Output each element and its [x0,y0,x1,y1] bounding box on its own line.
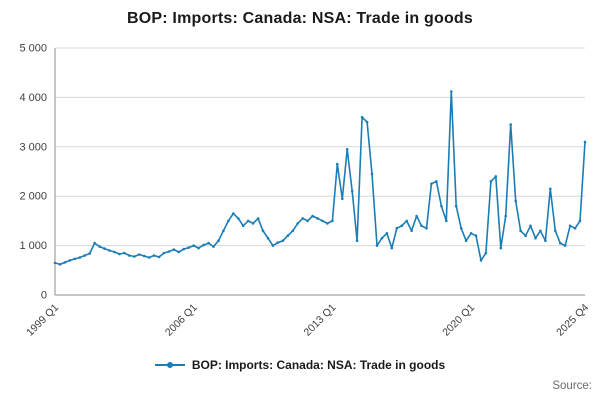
svg-text:5 000: 5 000 [19,43,47,55]
svg-text:2 000: 2 000 [19,191,47,203]
svg-text:0: 0 [41,290,47,302]
svg-text:2006 Q1: 2006 Q1 [163,302,200,339]
svg-text:3 000: 3 000 [19,141,47,153]
line-chart: 0 1 000 2 000 3 000 4 000 5 000 1999 Q1 2006 Q1… [19,43,591,339]
svg-text:2013 Q1: 2013 Q1 [302,302,339,339]
chart-title: BOP: Imports: Canada: NSA: Trade in good… [126,10,473,27]
svg-text:1 000: 1 000 [19,240,47,252]
svg-text:4 000: 4 000 [19,92,47,104]
svg-text:1999 Q1: 1999 Q1 [24,302,61,339]
legend-line-icon [154,362,185,368]
svg-text:2025 Q4: 2025 Q4 [554,302,591,339]
source-label: Source: [552,380,592,392]
legend-label: BOP: Imports: Canada: NSA: Trade in good… [191,358,446,372]
svg-text:2020 Q1: 2020 Q1 [440,302,477,339]
legend: BOP: Imports: Canada: NSA: Trade in good… [0,358,600,372]
